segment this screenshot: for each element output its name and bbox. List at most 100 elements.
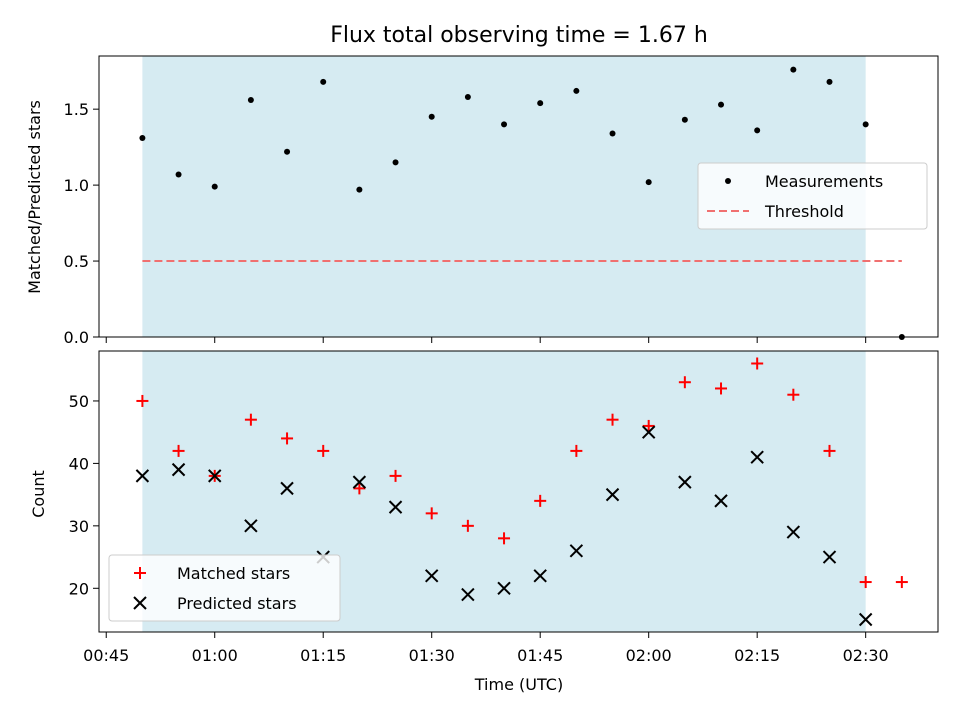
- legend-measurements-label: Measurements: [765, 172, 883, 191]
- x-axis-label: Time (UTC): [474, 675, 563, 694]
- measurement-point: [645, 179, 652, 186]
- matched-stars-point: [425, 507, 438, 520]
- matched-stars-point: [715, 382, 728, 395]
- measurement-point: [211, 183, 218, 190]
- counts-y-ticks: 20 30 40 50: [69, 392, 99, 598]
- measurement-point: [754, 127, 761, 134]
- measurement-point: [464, 94, 471, 101]
- measurement-point: [573, 87, 580, 94]
- legend-matched-marker: [134, 567, 146, 579]
- ratio-legend: Measurements Threshold: [697, 162, 928, 230]
- ratio-y-ticks: 0.0 0.5 1.0 1.5: [64, 100, 99, 347]
- predicted-stars-point: [786, 525, 801, 539]
- predicted-stars-point: [424, 569, 439, 583]
- legend-matched-label: Matched stars: [177, 564, 290, 583]
- measurement-point: [356, 186, 363, 193]
- matched-stars-point: [895, 576, 908, 589]
- measurement-point: [790, 66, 797, 73]
- predicted-stars-point: [678, 475, 692, 489]
- x-tick-label: 01:30: [409, 646, 455, 665]
- matched-stars-point: [751, 357, 764, 370]
- predicted-stars-point: [171, 462, 186, 477]
- counts-legend: Matched stars Predicted stars: [108, 554, 341, 622]
- y-tick-label: 1.5: [64, 100, 89, 119]
- legend-threshold-label: Threshold: [764, 202, 844, 221]
- matched-stars-point: [787, 388, 800, 401]
- predicted-stars-point: [135, 469, 150, 483]
- predicted-stars-point: [858, 612, 873, 627]
- predicted-stars-point: [388, 500, 403, 514]
- x-tick-label: 02:00: [626, 646, 672, 665]
- chart-title: Flux total observing time = 1.67 h: [330, 23, 708, 48]
- x-tick-label: 02:15: [734, 646, 780, 665]
- predicted-stars-point: [605, 487, 620, 502]
- matched-stars-point: [570, 444, 583, 457]
- predicted-stars-point: [208, 469, 222, 483]
- predicted-stars-point: [822, 550, 837, 564]
- matched-stars-point: [353, 482, 366, 495]
- measurement-point: [428, 113, 435, 120]
- predicted-stars-point: [750, 450, 764, 464]
- ratio-x-ticks: [105, 337, 867, 343]
- predicted-stars-point: [641, 425, 656, 439]
- predicted-stars-point: [244, 519, 258, 533]
- x-tick-label: 00:45: [83, 646, 129, 665]
- y-tick-label: 30: [69, 517, 89, 536]
- legend-measurements-marker: [725, 178, 731, 184]
- matched-stars-point: [534, 494, 547, 507]
- measurement-point: [826, 78, 833, 85]
- legend-predicted-label: Predicted stars: [177, 594, 297, 613]
- y-tick-label: 0.0: [64, 328, 89, 347]
- x-tick-label: 01:15: [300, 646, 346, 665]
- measurement-point: [320, 78, 327, 85]
- matched-stars-point: [642, 419, 655, 432]
- ratio-y-axis-label: Matched/Predicted stars: [25, 100, 44, 294]
- matched-stars-point: [823, 444, 836, 457]
- ratio-panel: 0.0 0.5 1.0 1.5 Matched/Predicted stars Mea…: [25, 55, 939, 347]
- ratio-panel-frame: [98, 55, 939, 338]
- counts-panel-frame: [98, 350, 939, 633]
- counts-panel-marks: [135, 357, 908, 627]
- measurement-point: [609, 130, 616, 137]
- measurement-point: [681, 116, 688, 123]
- measurement-point: [537, 100, 544, 107]
- predicted-stars-point: [352, 475, 367, 489]
- measurement-point: [175, 171, 182, 178]
- counts-y-axis-label: Count: [29, 470, 48, 518]
- matched-stars-point: [461, 519, 474, 532]
- predicted-stars-point: [533, 569, 547, 583]
- matched-stars-point: [859, 576, 872, 589]
- predicted-stars-point: [714, 494, 728, 508]
- x-tick-label: 02:30: [843, 646, 889, 665]
- measurement-point: [284, 148, 291, 155]
- y-tick-label: 50: [69, 392, 89, 411]
- predicted-stars-point: [569, 544, 584, 558]
- y-tick-label: 1.0: [64, 176, 89, 195]
- counts-legend-box: [108, 554, 341, 622]
- predicted-stars-point: [461, 587, 475, 602]
- matched-stars-point: [281, 432, 294, 445]
- matched-stars-point: [389, 469, 402, 482]
- measurement-point: [718, 101, 725, 108]
- measurement-point: [862, 121, 869, 128]
- x-tick-label: 01:00: [192, 646, 238, 665]
- matched-stars-point: [172, 444, 185, 457]
- measurement-point: [139, 135, 146, 142]
- predicted-stars-point: [497, 581, 511, 595]
- y-tick-label: 0.5: [64, 252, 89, 271]
- measurement-point: [392, 159, 399, 166]
- matched-stars-point: [498, 532, 511, 545]
- y-tick-label: 20: [69, 579, 89, 598]
- matched-stars-point: [678, 376, 691, 389]
- ratio-panel-marks: [139, 66, 905, 340]
- matched-stars-point: [606, 413, 619, 426]
- matched-stars-point: [244, 413, 257, 426]
- measurement-point: [247, 97, 254, 104]
- counts-x-ticks: 00:45 01:00 01:15 01:30 01:45 02:00 02:15 02:30: [83, 632, 889, 665]
- predicted-stars-point: [280, 481, 294, 496]
- legend-predicted-marker: [133, 596, 147, 610]
- matched-stars-point: [136, 394, 149, 407]
- matched-stars-point: [317, 444, 330, 457]
